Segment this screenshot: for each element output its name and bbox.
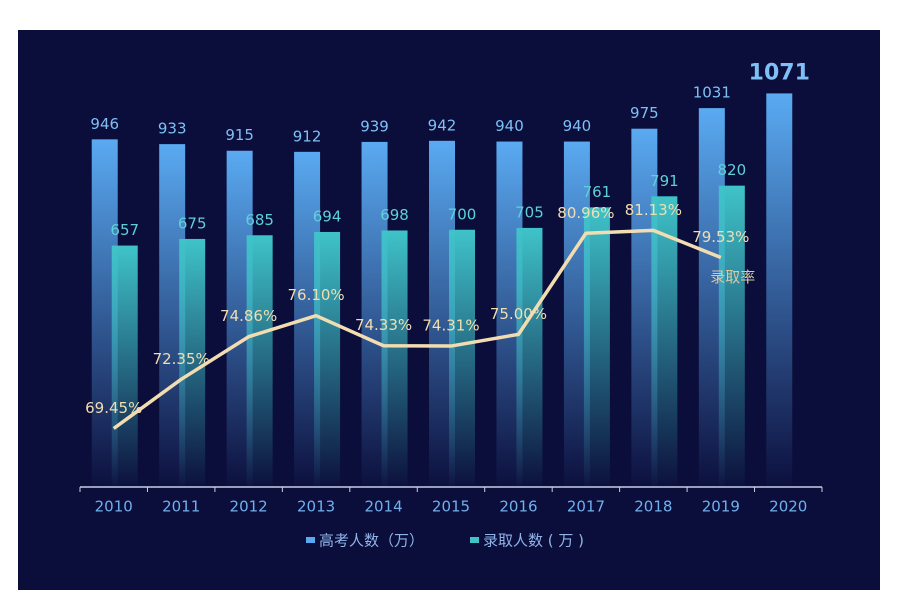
- value-label: 1071: [749, 60, 810, 85]
- bar: [381, 230, 408, 488]
- bar: [766, 93, 793, 487]
- x-tick-label: 2016: [499, 498, 537, 516]
- x-tick-label: 2020: [769, 498, 807, 516]
- legend-swatch: [470, 537, 479, 543]
- x-tick-label: 2019: [702, 498, 740, 516]
- line-label: 80.96%: [557, 204, 614, 222]
- bar: [449, 229, 475, 487]
- x-tick-label: 2018: [634, 498, 672, 516]
- line-label: 76.10%: [287, 286, 344, 304]
- value-label: 675: [178, 214, 207, 232]
- value-label: 761: [583, 183, 612, 201]
- value-label: 933: [158, 120, 187, 138]
- bar: [516, 227, 543, 487]
- value-label: 942: [428, 116, 457, 134]
- x-tick-label: 2012: [230, 498, 268, 516]
- value-label: 657: [110, 221, 139, 239]
- value-label: 820: [717, 161, 746, 179]
- x-tick-label: 2014: [364, 498, 402, 516]
- value-label: 940: [495, 117, 524, 135]
- bar: [111, 245, 138, 487]
- value-label: 1031: [693, 84, 731, 102]
- value-label: 940: [563, 117, 592, 135]
- bar: [314, 231, 341, 487]
- bar: [179, 238, 206, 487]
- bar: [718, 185, 745, 487]
- legend-swatch: [306, 537, 315, 543]
- bar: [246, 235, 273, 487]
- legend-label: 录取人数 ( 万 ): [483, 532, 584, 550]
- line-label: 74.86%: [220, 307, 277, 325]
- line-label: 81.13%: [625, 201, 682, 219]
- bar: [583, 207, 610, 487]
- value-label: 946: [90, 115, 119, 133]
- value-label: 915: [225, 126, 254, 144]
- value-label: 685: [245, 211, 274, 229]
- series-label: 录取率: [710, 268, 755, 286]
- x-tick-label: 2015: [432, 498, 470, 516]
- x-tick-label: 2011: [162, 498, 200, 516]
- value-label: 700: [448, 205, 477, 223]
- line: [112, 228, 722, 430]
- value-label: 694: [313, 207, 342, 225]
- x-tick-label: 2010: [95, 498, 133, 516]
- legend-label: 高考人数（万）: [319, 532, 424, 550]
- line-label: 74.33%: [355, 316, 412, 334]
- value-label: 939: [360, 117, 389, 135]
- line-label: 75.00%: [490, 305, 547, 323]
- line-label: 69.45%: [85, 399, 142, 417]
- line-label: 74.31%: [422, 317, 479, 335]
- value-label: 975: [630, 104, 659, 122]
- value-label: 912: [293, 127, 322, 145]
- line-label: 72.35%: [153, 350, 210, 368]
- bar: [651, 196, 678, 487]
- value-label: 705: [515, 203, 544, 221]
- x-tick-label: 2013: [297, 498, 335, 516]
- value-label: 791: [650, 172, 679, 190]
- x-tick-label: 2017: [567, 498, 605, 516]
- line-label: 79.53%: [692, 228, 749, 246]
- value-label: 698: [380, 206, 409, 224]
